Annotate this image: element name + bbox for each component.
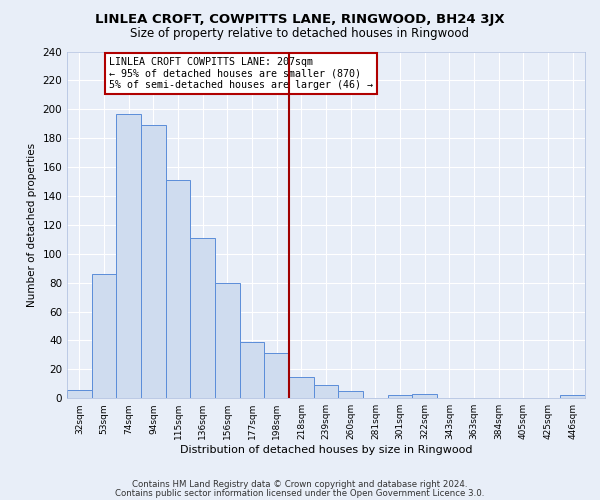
- Bar: [215, 282, 240, 398]
- Text: LINLEA CROFT, COWPITTS LANE, RINGWOOD, BH24 3JX: LINLEA CROFT, COWPITTS LANE, RINGWOOD, B…: [95, 12, 505, 26]
- Bar: [141, 125, 166, 398]
- Text: Contains public sector information licensed under the Open Government Licence 3.: Contains public sector information licen…: [115, 488, 485, 498]
- Bar: [67, 390, 92, 398]
- Bar: [338, 391, 363, 398]
- X-axis label: Distribution of detached houses by size in Ringwood: Distribution of detached houses by size …: [180, 445, 472, 455]
- Bar: [92, 274, 116, 398]
- Bar: [240, 342, 265, 398]
- Text: LINLEA CROFT COWPITTS LANE: 207sqm
← 95% of detached houses are smaller (870)
5%: LINLEA CROFT COWPITTS LANE: 207sqm ← 95%…: [109, 58, 373, 90]
- Bar: [388, 396, 412, 398]
- Text: Size of property relative to detached houses in Ringwood: Size of property relative to detached ho…: [131, 28, 470, 40]
- Bar: [116, 114, 141, 398]
- Bar: [412, 394, 437, 398]
- Bar: [166, 180, 190, 398]
- Bar: [289, 376, 314, 398]
- Y-axis label: Number of detached properties: Number of detached properties: [27, 143, 37, 307]
- Bar: [560, 396, 585, 398]
- Bar: [314, 385, 338, 398]
- Bar: [265, 354, 289, 398]
- Text: Contains HM Land Registry data © Crown copyright and database right 2024.: Contains HM Land Registry data © Crown c…: [132, 480, 468, 489]
- Bar: [190, 238, 215, 398]
